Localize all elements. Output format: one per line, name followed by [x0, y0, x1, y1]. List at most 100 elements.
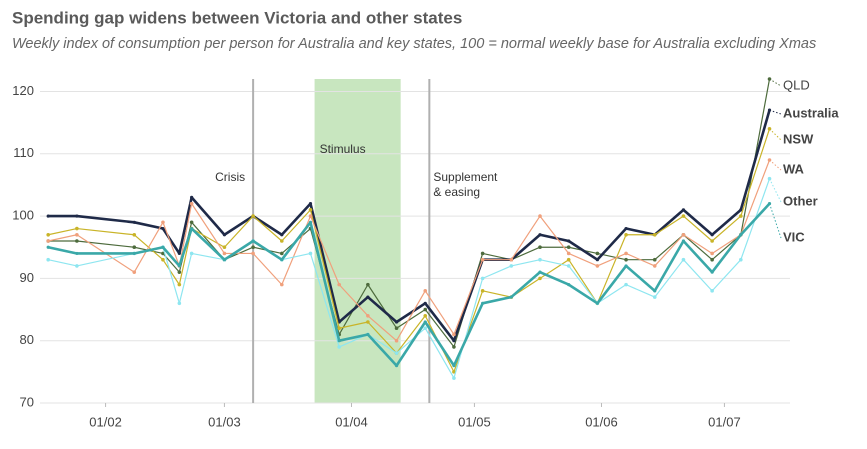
point — [161, 251, 165, 256]
x-tick-label: 01/04 — [335, 414, 368, 429]
point — [710, 233, 714, 237]
point — [423, 289, 428, 293]
point — [595, 264, 600, 268]
annotation-label: Stimulus — [320, 142, 366, 156]
point — [624, 282, 628, 287]
point — [132, 220, 136, 224]
point — [337, 326, 341, 331]
point — [538, 214, 542, 218]
stimulus-band — [314, 79, 401, 403]
point — [710, 270, 714, 274]
annotation-label: & easing — [433, 185, 480, 199]
point — [190, 226, 194, 231]
y-tick-label: 90 — [20, 270, 34, 285]
point — [423, 313, 428, 318]
point — [75, 226, 79, 231]
legend-label: VIC — [783, 229, 805, 244]
point — [538, 270, 542, 274]
point — [452, 370, 456, 374]
point — [423, 301, 427, 305]
legend-label: Australia — [783, 105, 839, 120]
series-line — [48, 128, 771, 373]
point — [423, 326, 428, 331]
point — [190, 195, 194, 199]
point — [189, 201, 194, 206]
point — [308, 202, 313, 206]
point — [132, 251, 136, 256]
annotation-label: Supplement — [433, 170, 498, 184]
point — [337, 282, 341, 287]
point — [566, 264, 571, 268]
point — [652, 295, 657, 299]
point — [653, 289, 657, 293]
point — [480, 276, 485, 281]
legend-label: QLD — [783, 77, 810, 92]
point — [739, 233, 743, 237]
point — [538, 245, 542, 250]
legend-label: Other — [783, 193, 818, 208]
y-tick-label: 70 — [20, 394, 34, 409]
point — [481, 301, 485, 305]
point — [366, 295, 370, 299]
point — [480, 257, 485, 262]
point — [394, 338, 399, 343]
x-tick-label: 01/03 — [208, 414, 241, 429]
chart-subtitle: Weekly index of consumption per person f… — [12, 36, 816, 52]
point — [595, 301, 599, 305]
point — [337, 339, 341, 343]
point — [538, 276, 542, 281]
legend-connector — [769, 78, 782, 87]
point — [480, 251, 485, 256]
point — [394, 351, 399, 355]
point — [624, 257, 628, 262]
point — [423, 320, 427, 324]
point — [75, 214, 79, 218]
point — [681, 208, 686, 212]
point — [251, 239, 255, 243]
y-tick-label: 120 — [12, 83, 34, 98]
point — [75, 251, 79, 256]
point — [337, 345, 341, 349]
legend-connector — [769, 178, 782, 203]
point — [366, 332, 370, 337]
point — [394, 326, 399, 331]
chart-title: Spending gap widens between Victoria and… — [12, 8, 462, 27]
point — [251, 214, 255, 218]
point — [251, 251, 255, 256]
point — [280, 282, 284, 287]
point — [710, 251, 714, 256]
point — [566, 251, 571, 256]
point — [480, 289, 485, 293]
point — [681, 214, 686, 218]
point — [624, 264, 628, 268]
point — [567, 239, 571, 243]
point — [566, 257, 571, 262]
point — [652, 257, 657, 262]
point — [710, 257, 714, 262]
point — [189, 220, 194, 225]
point — [423, 307, 428, 312]
point — [46, 232, 50, 237]
point — [624, 251, 628, 256]
point — [46, 245, 50, 249]
point — [177, 270, 182, 274]
legend-label: NSW — [783, 131, 814, 146]
point — [46, 257, 50, 262]
point — [222, 245, 227, 250]
point — [710, 239, 714, 243]
point — [161, 245, 165, 249]
point — [161, 257, 165, 262]
point — [452, 345, 456, 349]
point — [509, 264, 514, 268]
point — [452, 376, 456, 380]
point — [222, 251, 227, 256]
point — [280, 239, 284, 243]
point — [308, 220, 313, 224]
point — [538, 257, 542, 262]
point — [161, 220, 165, 225]
point — [739, 208, 743, 212]
series-line — [48, 109, 771, 342]
point — [177, 301, 182, 306]
point — [308, 208, 313, 212]
point — [189, 251, 194, 256]
